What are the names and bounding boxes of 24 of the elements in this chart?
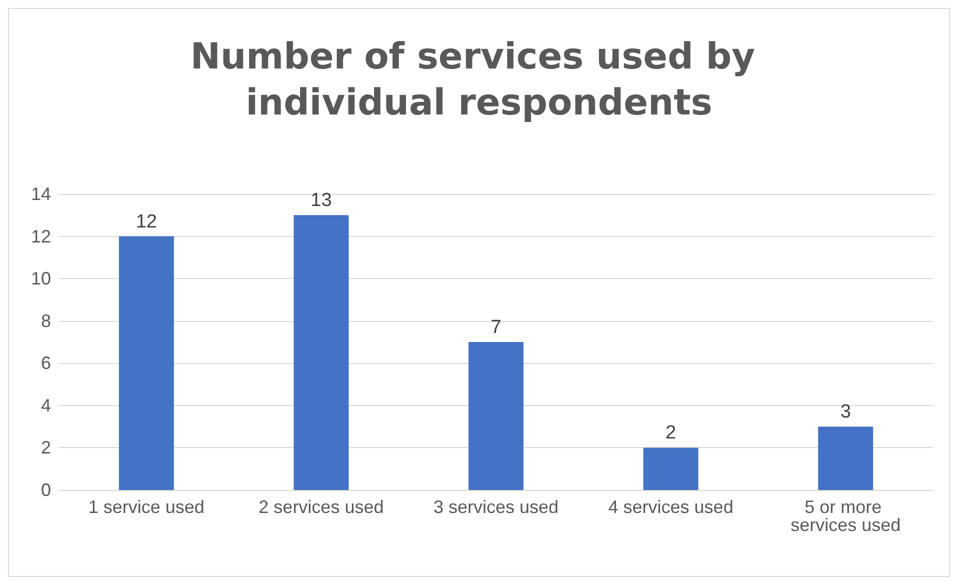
bar xyxy=(118,236,174,490)
y-tick-label: 2 xyxy=(40,438,51,458)
y-tick-label: 12 xyxy=(30,226,51,246)
x-tick-label: 3 services used xyxy=(433,497,559,517)
y-tick-label: 10 xyxy=(30,268,51,289)
data-label: 2 xyxy=(666,422,676,444)
y-tick-label: 6 xyxy=(40,353,51,374)
y-tick-label: 0 xyxy=(40,480,51,500)
bar xyxy=(468,342,524,490)
x-tick-label: 5 or more services used xyxy=(790,497,901,535)
x-tick-label: 1 service used xyxy=(88,497,204,517)
bar xyxy=(643,448,698,490)
x-tick-label: 2 services used xyxy=(258,497,384,517)
bar xyxy=(294,215,349,490)
x-tick-label: 4 services used xyxy=(608,497,734,517)
y-tick-label: 14 xyxy=(30,184,51,204)
bar xyxy=(818,426,874,490)
data-label: 7 xyxy=(490,317,502,338)
data-label: 13 xyxy=(310,190,332,212)
data-label: 12 xyxy=(136,211,157,232)
data-label: 3 xyxy=(840,402,851,423)
y-tick-label: 8 xyxy=(40,310,51,331)
chart-title: Number of services used by individual respondents xyxy=(190,36,768,124)
y-tick-label: 4 xyxy=(40,395,51,416)
